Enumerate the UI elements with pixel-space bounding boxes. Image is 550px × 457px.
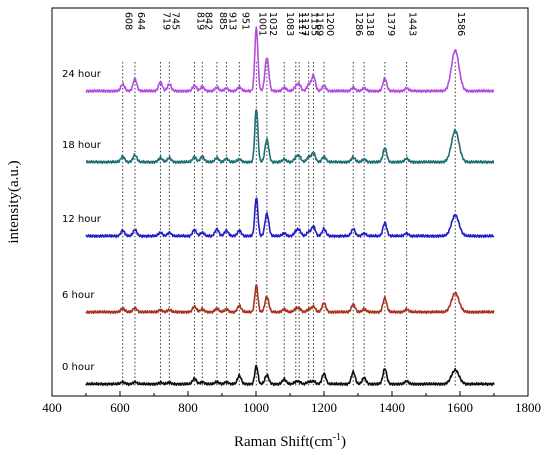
peak-label-644: 644 [135, 12, 146, 30]
peak-label-1586: 1586 [455, 12, 466, 36]
series-line-24-hour [85, 26, 495, 94]
plot-frame [51, 7, 529, 397]
x-tick-label-1600: 1600 [447, 400, 473, 415]
series-labels: 24 hour 18 hour 12 hour 6 hour 0 hour [62, 69, 102, 373]
peak-label-719: 719 [160, 12, 171, 30]
x-tick-label-1200: 1200 [311, 400, 337, 415]
x-axis-title: Raman Shift(cm-1) [234, 432, 346, 450]
series-label-12-hour: 12 hour [62, 214, 102, 225]
peak-label-1083: 1083 [284, 12, 295, 36]
peak-label-1001: 1001 [256, 12, 267, 36]
x-tick-label-1400: 1400 [379, 400, 405, 415]
peak-label-1443: 1443 [407, 12, 418, 36]
peak-label-1169: 1169 [313, 12, 324, 36]
peak-label-1155: 1155 [309, 12, 320, 36]
x-tick-label-1800: 1800 [515, 400, 541, 415]
peak-label-885: 885 [217, 12, 228, 30]
x-tick-label-600: 600 [110, 400, 130, 415]
series-line-18-hour [85, 109, 495, 165]
series-line-12-hour [85, 197, 495, 239]
peak-label-1032: 1032 [267, 12, 278, 36]
x-axis-ticks: 400 600 800 1000 1200 1400 1600 1800 [42, 391, 541, 415]
x-tick-label-400: 400 [42, 400, 62, 415]
series-label-24-hour: 24 hour [62, 69, 102, 80]
peak-label-1200: 1200 [324, 12, 335, 36]
series-label-6-hour: 6 hour [62, 290, 95, 301]
x-axis-title-main: Raman Shift(cm [234, 434, 333, 450]
series-line-6-hour [85, 284, 495, 315]
peak-label-1127: 1127 [299, 12, 310, 36]
peak-label-913: 913 [226, 12, 237, 30]
peak-label-1318: 1318 [364, 12, 375, 36]
spectra-series [85, 26, 495, 387]
peak-label-819: 819 [194, 12, 205, 30]
x-tick-label-800: 800 [178, 400, 198, 415]
peak-label-745: 745 [169, 12, 180, 30]
peak-label-1117: 1117 [296, 12, 307, 36]
series-label-18-hour: 18 hour [62, 140, 102, 151]
series-label-0-hour: 0 hour [62, 362, 95, 373]
peak-label-1379: 1379 [385, 12, 396, 36]
peak-guide-lines [122, 62, 456, 386]
peak-label-608: 608 [123, 12, 134, 30]
y-axis-title: intensity(a.u.) [6, 160, 22, 243]
series-line-0-hour [85, 364, 495, 387]
peak-label-951: 951 [239, 12, 250, 30]
x-axis-title-superscript: -1 [333, 432, 341, 443]
peak-label-842: 842 [202, 12, 213, 30]
x-axis-title-close: ) [341, 434, 346, 450]
x-tick-label-1000: 1000 [243, 400, 269, 415]
peak-label-1286: 1286 [353, 12, 364, 36]
